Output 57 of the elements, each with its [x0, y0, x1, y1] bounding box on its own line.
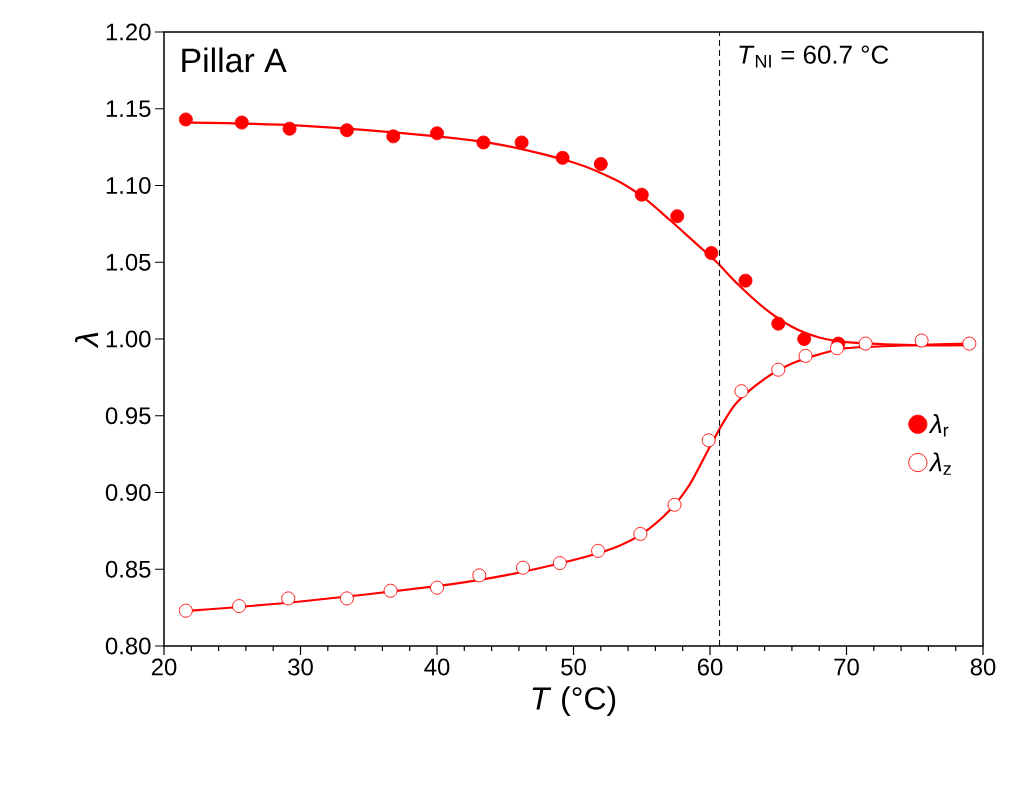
point: [281, 591, 296, 606]
point: [472, 568, 487, 583]
y-axis-title: λ: [75, 332, 99, 349]
x-tick-label: 20: [151, 658, 177, 676]
point: [593, 157, 608, 171]
point: [633, 526, 648, 541]
point: [552, 556, 567, 571]
point: [178, 112, 193, 127]
point: [771, 316, 786, 331]
point: [798, 348, 813, 363]
point: [234, 115, 249, 130]
point: [670, 209, 685, 224]
point: [339, 591, 354, 606]
point: [386, 129, 401, 144]
point: [591, 543, 606, 558]
y-tick-label: 1.10: [106, 177, 151, 194]
point: [339, 123, 354, 138]
y-tick-label: 0.90: [105, 484, 151, 501]
point: [701, 433, 716, 448]
legend-label: λ$_{r}$: [928, 414, 949, 437]
point: [962, 336, 977, 351]
ref-line-label: T$_{NI}$ = 60.7 °C: [739, 45, 889, 68]
y-tick-label: 0.95: [105, 407, 151, 425]
point: [555, 150, 570, 165]
point: [383, 583, 398, 598]
point: [734, 384, 749, 399]
x-tick-label: 60: [697, 658, 723, 676]
point: [430, 126, 444, 141]
point: [282, 121, 297, 136]
point: [667, 497, 682, 512]
point: [516, 560, 530, 575]
x-tick-label: 30: [288, 658, 313, 676]
point: [738, 273, 753, 288]
point: [704, 246, 719, 260]
point: [514, 135, 529, 150]
point: [771, 362, 786, 377]
y-tick-label: 0.85: [105, 560, 151, 578]
point: [232, 599, 247, 614]
point: [914, 333, 929, 348]
point: [430, 580, 444, 595]
legend-label: λ$_{z}$: [928, 452, 951, 475]
point: [476, 135, 491, 150]
x-axis-title: T (°C): [532, 686, 616, 716]
y-tick-label: 1.20: [106, 23, 151, 41]
x-tick-label: 50: [561, 658, 586, 676]
x-tick-label: 40: [424, 658, 450, 676]
point: [858, 336, 873, 351]
point: [797, 332, 812, 346]
point: [634, 187, 649, 202]
annotation: Pillar A: [182, 47, 287, 73]
y-tick-label: 0.80: [105, 637, 151, 655]
x-tick-label: 70: [834, 658, 859, 676]
y-tick-label: 1.00: [106, 330, 151, 348]
y-tick-label: 1.05: [106, 253, 151, 271]
y-tick-label: 1.15: [106, 100, 151, 118]
x-tick-label: 80: [970, 658, 996, 676]
point: [830, 341, 844, 356]
